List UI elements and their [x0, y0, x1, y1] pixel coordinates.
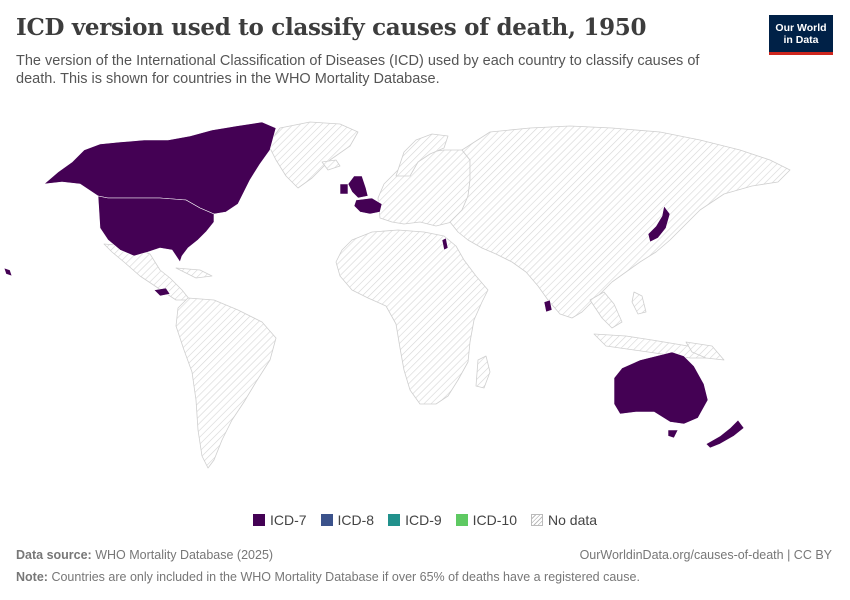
chart-url[interactable]: OurWorldinData.org/causes-of-death | CC … — [579, 548, 832, 562]
world-map — [3, 121, 791, 469]
chart-subtitle: The version of the International Classif… — [16, 53, 700, 87]
chart-title: ICD version used to classify causes of d… — [16, 14, 647, 41]
logo-line1: Our World — [775, 21, 827, 34]
legend-swatch-icd8 — [320, 514, 333, 526]
region-new-guinea — [685, 341, 725, 361]
region-south-america — [175, 297, 277, 469]
region-philippines — [631, 291, 647, 315]
region-africa — [335, 229, 489, 405]
region-sri-lanka — [543, 299, 553, 313]
legend-label-icd10: ICD-10 — [472, 512, 517, 528]
legend-item-icd8[interactable]: ICD-8 — [320, 512, 375, 528]
source-label: Data source: — [16, 548, 92, 562]
region-europe — [377, 149, 471, 227]
legend-label-icd7: ICD-7 — [269, 512, 307, 528]
region-uk — [347, 175, 369, 199]
region-new-zealand — [705, 419, 745, 449]
region-panama — [153, 287, 171, 297]
legend-swatch-icd10 — [455, 514, 468, 526]
note-text: Countries are only included in the WHO M… — [51, 570, 640, 584]
data-source: Data source: WHO Mortality Database (202… — [16, 548, 273, 562]
region-japan — [647, 205, 671, 243]
legend-swatch-icd7 — [252, 514, 265, 526]
legend-item-icd9[interactable]: ICD-9 — [388, 512, 442, 528]
region-france — [353, 197, 383, 215]
region-tasmania — [667, 429, 679, 439]
region-southeast-asia — [589, 291, 623, 329]
logo-line2: in Data — [783, 33, 819, 46]
legend-item-icd7[interactable]: ICD-7 — [252, 512, 307, 528]
footnote: Note: Countries are only included in the… — [16, 570, 640, 584]
legend-label-no-data: No data — [548, 512, 598, 528]
region-iceland — [321, 159, 341, 171]
legend-swatch-icd9 — [388, 514, 401, 526]
note-label: Note: — [16, 570, 48, 584]
region-madagascar — [475, 355, 491, 389]
legend-label-icd8: ICD-8 — [337, 512, 375, 528]
region-israel — [441, 237, 449, 251]
region-usa — [97, 195, 215, 263]
region-caribbean — [175, 267, 213, 279]
region-scandinavia — [395, 133, 449, 177]
legend-swatch-no-data — [531, 514, 543, 526]
legend: ICD-7 ICD-8 ICD-9 ICD-10 No data — [0, 512, 850, 528]
legend-label-icd9: ICD-9 — [405, 512, 442, 528]
source-link[interactable]: WHO Mortality Database (2025) — [95, 548, 274, 562]
legend-item-no-data[interactable]: No data — [531, 512, 597, 528]
owid-logo[interactable]: Our World in Data — [769, 15, 833, 55]
legend-item-icd10[interactable]: ICD-10 — [455, 512, 517, 528]
region-ireland — [339, 183, 349, 195]
region-hawaii — [3, 267, 13, 277]
region-australia — [613, 351, 709, 425]
region-russia-asia — [449, 125, 791, 319]
region-greenland — [267, 121, 359, 189]
